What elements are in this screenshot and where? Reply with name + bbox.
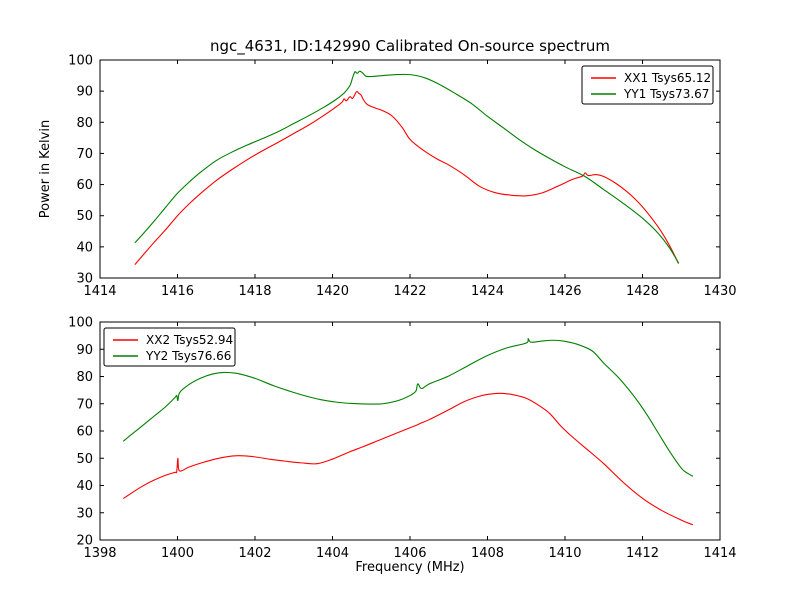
- y-tick-label: 90: [76, 343, 93, 358]
- series-yy1: [134, 70, 680, 264]
- figure-title: ngc_4631, ID:142990 Calibrated On-source…: [209, 37, 611, 55]
- x-axis-label: Frequency (MHz): [355, 560, 465, 575]
- subplot-2: 1398 1400 1402 1404 1406 1408 1410 1412 1414 20 30…: [68, 316, 736, 562]
- x-tick-label: 1398: [83, 546, 116, 561]
- x-tick-label: 1424: [471, 284, 504, 299]
- y-tick-label: 50: [76, 452, 93, 467]
- axes-frame: [99, 321, 721, 541]
- y-tick-label: 40: [76, 479, 93, 494]
- y-tick-label: 40: [76, 240, 93, 255]
- x-tick-label: 1402: [238, 546, 271, 561]
- y-tick-label: 90: [76, 85, 93, 100]
- x-tick-label: 1400: [161, 546, 194, 561]
- legend: XX2 Tsys52.94 YY2 Tsys76.66: [103, 327, 236, 367]
- legend-label: XX2 Tsys52.94: [146, 333, 233, 347]
- series-xx2: [122, 392, 694, 526]
- x-tick-label: 1420: [316, 284, 349, 299]
- x-tick-label: 1428: [626, 284, 659, 299]
- x-tick-label: 1414: [83, 284, 116, 299]
- x-tick-label: 1412: [626, 546, 659, 561]
- legend-label: YY2 Tsys76.66: [145, 349, 231, 363]
- series-yy2: [122, 338, 694, 477]
- legend-label: XX1 Tsys65.12: [624, 71, 711, 85]
- x-tick-label: 1414: [703, 546, 736, 561]
- legend: XX1 Tsys65.12 YY1 Tsys73.67: [581, 65, 714, 105]
- x-tick-label: 1422: [393, 284, 426, 299]
- axes-frame: [99, 59, 721, 279]
- series-xx1: [134, 91, 680, 265]
- y-tick-label: 70: [76, 147, 93, 162]
- x-tick-label: 1408: [471, 546, 504, 561]
- y-tick-label: 60: [76, 178, 93, 193]
- y-tick-label: 60: [76, 425, 93, 440]
- x-tick-label: 1426: [548, 284, 581, 299]
- y-tick-label: 100: [68, 54, 93, 69]
- y-tick-label: 100: [68, 316, 93, 331]
- y-tick-label: 80: [76, 116, 93, 131]
- x-tick-label: 1410: [548, 546, 581, 561]
- x-tick-label: 1430: [703, 284, 736, 299]
- x-tick-label: 1404: [316, 546, 349, 561]
- subplot-1: 1414 1416 1418 1420 1422 1424 1426 1428 1430 30 40…: [68, 54, 736, 300]
- x-tick-label: 1406: [393, 546, 426, 561]
- x-tick-label: 1418: [238, 284, 271, 299]
- x-tick-label: 1416: [161, 284, 194, 299]
- y-tick-label: 30: [76, 272, 93, 287]
- y-tick-label: 30: [76, 506, 93, 521]
- legend-label: YY1 Tsys73.67: [623, 87, 709, 101]
- y-tick-label: 70: [76, 397, 93, 412]
- y-tick-label: 80: [76, 370, 93, 385]
- y-tick-label: 50: [76, 209, 93, 224]
- y-tick-label: 20: [76, 534, 93, 549]
